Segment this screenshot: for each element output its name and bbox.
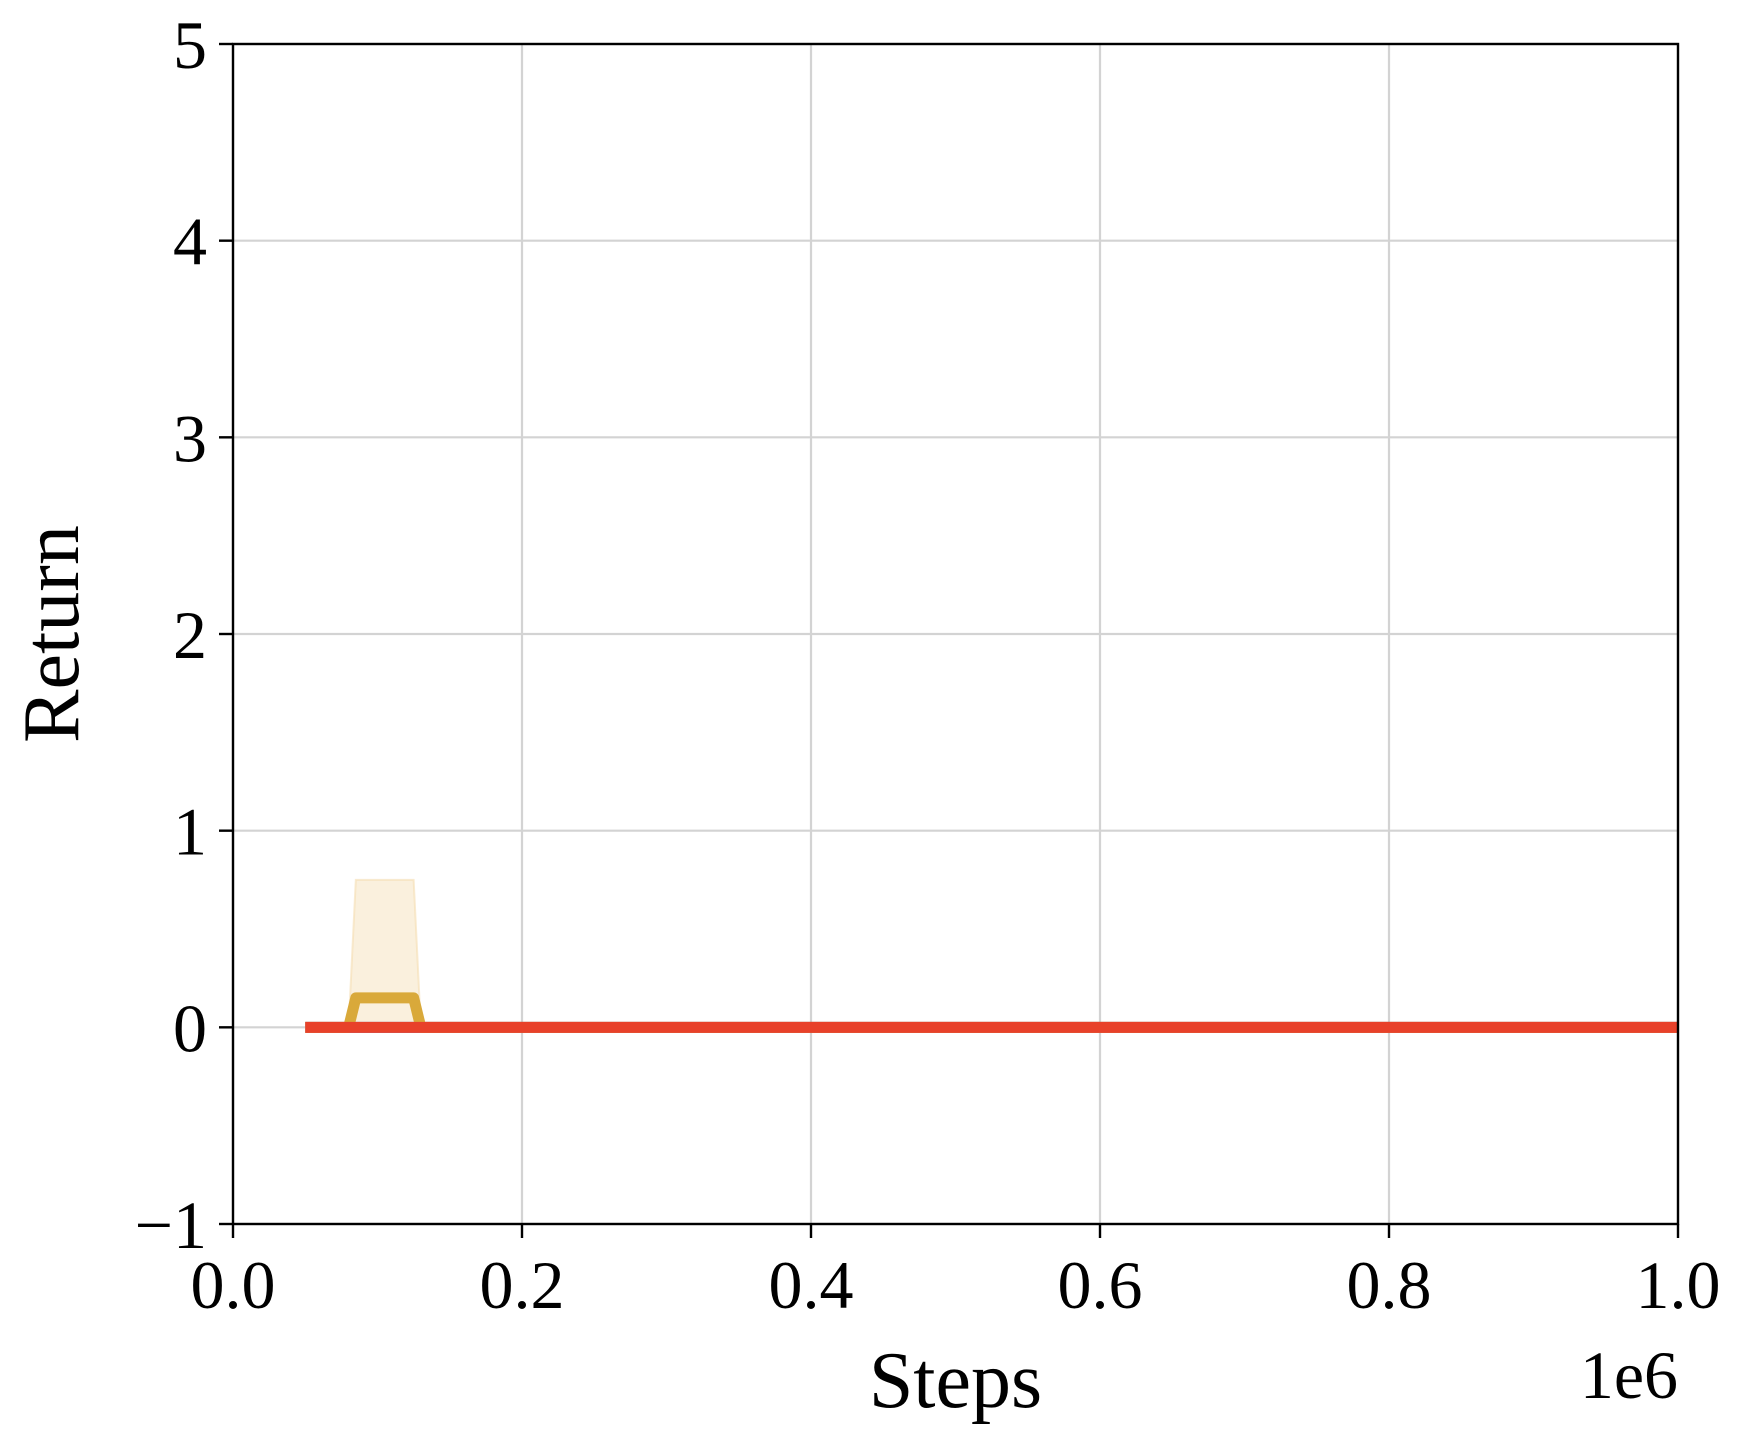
x-axis-offset-label: 1e6 (1580, 1337, 1678, 1413)
y-tick-label-4: 3 (173, 400, 207, 476)
axis-ticks: 0.0 0.2 0.4 0.6 0.8 1.0 −1 0 1 2 3 4 5 (135, 7, 1721, 1323)
x-tick-label-2: 0.4 (769, 1247, 854, 1323)
y-tick-label-6: 5 (173, 7, 207, 83)
x-tick-label-1: 0.2 (480, 1247, 565, 1323)
y-tick-label-2: 1 (173, 794, 207, 870)
y-tick-label-3: 2 (173, 597, 207, 673)
x-tick-label-5: 1.0 (1636, 1247, 1721, 1323)
y-tick-label-0: −1 (135, 1187, 207, 1263)
y-tick-label-1: 0 (173, 990, 207, 1066)
grid-lines (231, 42, 1680, 1226)
x-axis-label: Steps (869, 1337, 1042, 1425)
x-tick-label-0: 0.0 (191, 1247, 276, 1323)
x-tick-label-3: 0.6 (1058, 1247, 1143, 1323)
series-lines (305, 992, 1678, 1033)
y-tick-label-5: 4 (173, 204, 207, 280)
y-axis-label: Return (8, 525, 96, 743)
x-tick-label-4: 0.8 (1347, 1247, 1432, 1323)
